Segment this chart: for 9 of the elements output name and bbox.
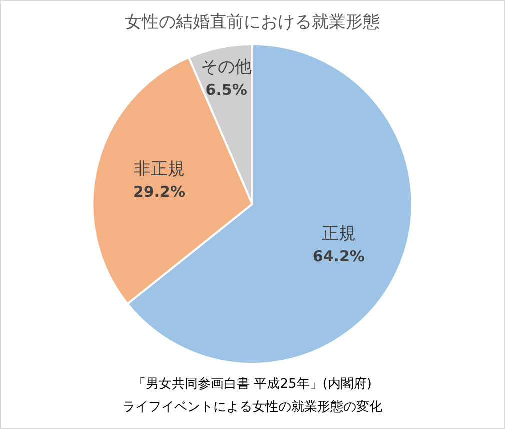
data-label: 6.5% (206, 80, 248, 99)
data-label: 64.2% (312, 248, 365, 266)
text: 「男女共同参画白書 平成25年」(内閣府) (132, 376, 373, 394)
slice-label: 正規 (322, 224, 356, 244)
chart-title: 女性の結婚直前における就業形態 (125, 12, 380, 33)
slice-label: 非正規 (134, 159, 185, 180)
data-label: 29.2% (133, 182, 186, 201)
text: ライフイベントによる女性の就業形態の変化 (122, 399, 384, 417)
slice-label: その他 (201, 57, 252, 78)
